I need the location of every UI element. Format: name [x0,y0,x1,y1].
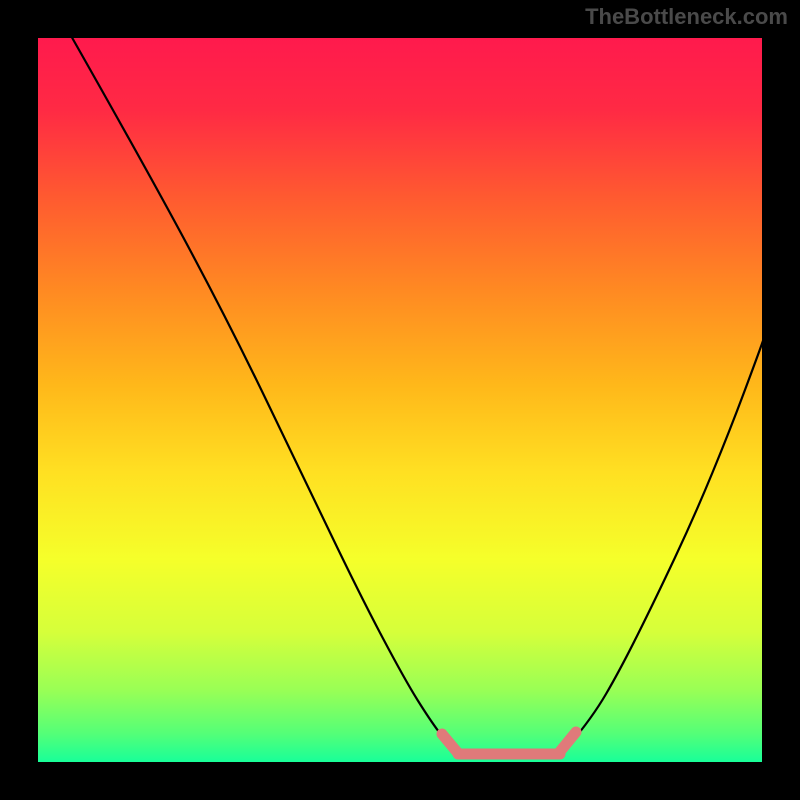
watermark-text: TheBottleneck.com [585,4,788,30]
chart-container: TheBottleneck.com [0,0,800,800]
bottleneck-chart [0,0,800,800]
